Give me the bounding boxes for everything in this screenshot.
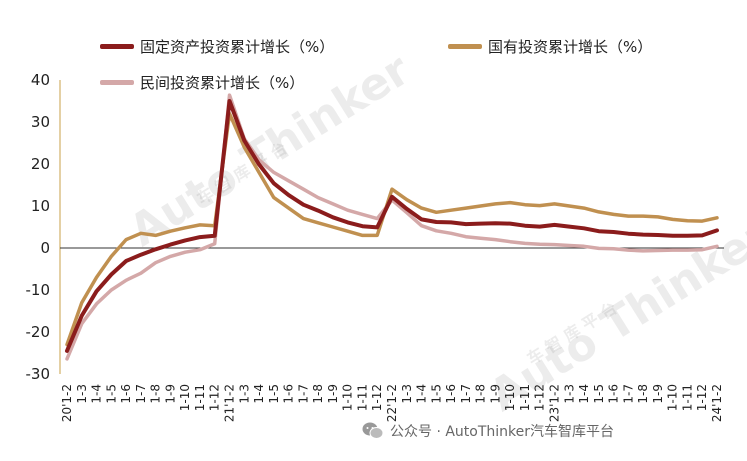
x-tick-label: 22'1-2 [385,384,399,422]
x-tick-label: 1-9 [488,384,502,404]
x-tick-label: 1-10 [178,384,192,411]
x-tick-label: 1-8 [149,384,163,404]
x-tick-label: 1-3 [237,384,251,404]
legend-swatch-fixed-asset [100,44,134,49]
y-tick-label: 0 [40,239,50,257]
x-tick-label: 1-3 [400,384,414,404]
legend-item-state-owned: 国有投资累计增长（%） [448,36,652,57]
legend-item-fixed-asset: 固定资产投资累计增长（%） [100,36,334,57]
x-tick-label: 1-9 [326,384,340,404]
x-tick-label: 1-12 [533,384,547,411]
x-tick-label: 21'1-2 [223,384,237,422]
legend-label-state-owned: 国有投资累计增长（%） [488,38,653,56]
x-tick-label: 1-9 [651,384,665,404]
x-tick-label: 1-3 [75,384,89,404]
x-tick-label: 1-8 [474,384,488,404]
x-tick-label: 1-4 [577,384,591,404]
x-tick-label: 1-12 [370,384,384,411]
x-tick-label: 1-11 [193,384,207,411]
x-tick-label: 1-4 [415,384,429,404]
series-group [65,93,719,361]
x-tick-label: 24'1-2 [710,384,724,422]
x-tick-label: 1-8 [311,384,325,404]
x-tick-label: 1-5 [592,384,606,404]
x-tick-label: 1-4 [252,384,266,404]
x-tick-label: 1-11 [680,384,694,411]
x-tick-label: 1-6 [282,384,296,404]
y-axis: -30 -20 -10 0 10 20 30 40 [26,71,724,383]
x-tick-label: 1-6 [119,384,133,404]
x-tick-label: 1-8 [636,384,650,404]
footer-text: 公众号 · AutoThinker汽车智库平台 [390,424,615,440]
x-tick-label: 1-10 [503,384,517,411]
x-tick-label: 1-7 [621,384,635,404]
x-tick-label: 1-4 [90,384,104,404]
y-tick-label: 20 [31,155,50,173]
x-tick-label: 1-5 [104,384,118,404]
legend-swatch-state-owned [448,44,482,49]
x-tick-label: 1-5 [429,384,443,404]
legend-label-fixed-asset: 固定资产投资累计增长（%） [140,38,335,56]
x-tick-label: 1-3 [562,384,576,404]
x-axis: 20'1-2 1-3 1-4 1-5 1-6 1-7 1-8 1-9 1-10 1-11 1-12 2… [60,384,724,422]
y-tick-label: -30 [26,365,51,383]
x-tick-label: 1-10 [341,384,355,411]
x-tick-label: 1-5 [267,384,281,404]
y-tick-label: -20 [26,323,51,341]
x-tick-label: 1-12 [695,384,709,411]
x-tick-label: 1-11 [355,384,369,411]
y-tick-label: 30 [31,113,50,131]
x-tick-label: 23'1-2 [548,384,562,422]
series-line-state-owned [65,111,719,347]
legend-item-private: 民间投资累计增长（%） [100,72,304,93]
x-tick-label: 1-12 [208,384,222,411]
x-tick-label: 1-6 [444,384,458,404]
x-tick-label: 1-11 [518,384,532,411]
x-tick-label: 1-7 [296,384,310,404]
y-tick-label: -10 [26,281,51,299]
legend-label-private: 民间投资累计增长（%） [140,74,305,92]
footer: 公众号 · AutoThinker汽车智库平台 [362,421,614,441]
series-line-private [65,93,719,361]
series-line-fixed-asset [65,99,719,353]
x-tick-label: 1-10 [666,384,680,411]
wechat-icon [362,422,384,439]
y-tick-label: 40 [31,71,50,89]
x-tick-label: 1-7 [459,384,473,404]
x-tick-label: 20'1-2 [60,384,74,422]
x-tick-label: 1-6 [607,384,621,404]
x-tick-label: 1-9 [163,384,177,404]
y-tick-label: 10 [31,197,50,215]
x-tick-label: 1-7 [134,384,148,404]
legend-swatch-private [100,80,134,85]
